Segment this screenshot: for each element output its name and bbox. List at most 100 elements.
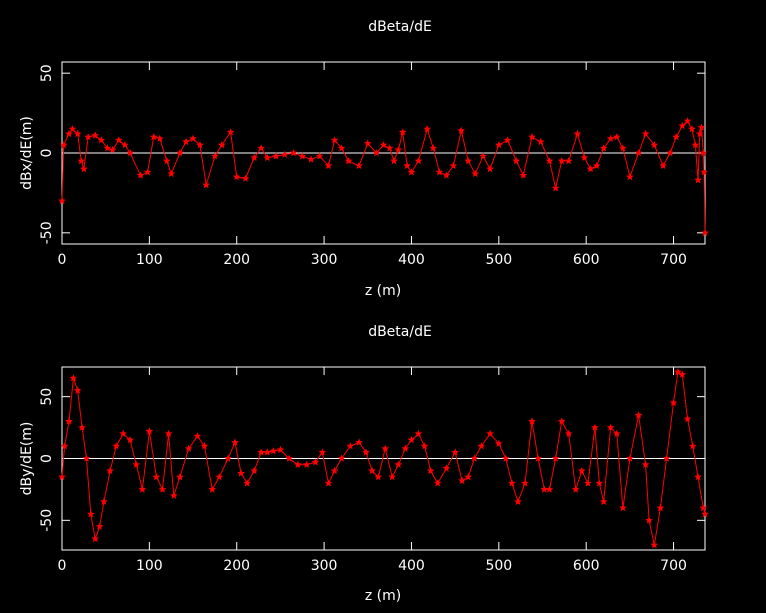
data-point bbox=[407, 436, 416, 444]
data-point bbox=[58, 473, 66, 481]
data-point bbox=[224, 454, 232, 462]
data-point bbox=[126, 149, 134, 157]
data-point bbox=[528, 133, 536, 141]
x-tick-label: 200 bbox=[223, 558, 250, 574]
y-tick-label: 0 bbox=[39, 454, 55, 463]
data-point bbox=[599, 144, 608, 152]
data-point bbox=[678, 121, 687, 130]
data-point bbox=[263, 153, 272, 161]
data-point bbox=[77, 157, 85, 165]
data-point bbox=[241, 174, 250, 182]
data-point bbox=[606, 134, 615, 142]
data-point bbox=[449, 161, 458, 169]
data-point bbox=[237, 469, 245, 477]
data-point bbox=[414, 157, 423, 165]
y-axis-label: dBx/dE(m) bbox=[19, 116, 35, 190]
data-point bbox=[374, 473, 383, 481]
data-point bbox=[429, 144, 438, 152]
data-point bbox=[403, 161, 411, 169]
data-point bbox=[557, 157, 566, 165]
data-point bbox=[696, 129, 704, 138]
data-point bbox=[442, 464, 451, 472]
data-point bbox=[202, 180, 210, 189]
data-point bbox=[423, 125, 431, 133]
data-point bbox=[578, 466, 586, 475]
data-point bbox=[486, 429, 494, 437]
data-point bbox=[394, 145, 403, 153]
data-point bbox=[514, 497, 522, 505]
data-point bbox=[688, 125, 696, 133]
data-point bbox=[551, 454, 560, 462]
x-tick-label: 700 bbox=[660, 558, 687, 574]
data-point bbox=[78, 423, 86, 431]
data-point bbox=[91, 131, 99, 139]
data-point bbox=[285, 454, 293, 462]
data-point bbox=[215, 473, 224, 481]
data-point bbox=[73, 129, 82, 138]
data-point bbox=[167, 169, 175, 177]
data-point bbox=[132, 460, 141, 468]
x-tick-label: 100 bbox=[136, 558, 163, 574]
data-point bbox=[103, 144, 112, 152]
data-point bbox=[184, 444, 193, 452]
y-axis-label: dBy/dE(m) bbox=[19, 422, 35, 496]
data-point bbox=[503, 136, 512, 144]
x-tick-label: 500 bbox=[485, 252, 512, 268]
data-point bbox=[477, 442, 486, 450]
data-point bbox=[398, 128, 407, 136]
data-point bbox=[170, 491, 178, 499]
data-point bbox=[243, 479, 251, 487]
data-point bbox=[250, 466, 258, 475]
data-point bbox=[580, 153, 589, 161]
chart-title: dBeta/dE bbox=[368, 19, 432, 35]
x-tick-label: 200 bbox=[223, 252, 250, 268]
data-point bbox=[257, 144, 265, 152]
data-point bbox=[701, 228, 709, 237]
data-point bbox=[678, 370, 687, 378]
data-point bbox=[414, 429, 423, 437]
data-point bbox=[58, 196, 66, 205]
data-point bbox=[545, 157, 554, 165]
data-point bbox=[138, 485, 147, 493]
data-point bbox=[433, 479, 442, 487]
data-point bbox=[294, 460, 302, 468]
data-point bbox=[152, 473, 161, 481]
data-point bbox=[136, 171, 145, 179]
data-point bbox=[495, 439, 503, 447]
data-point bbox=[344, 157, 353, 165]
data-point bbox=[528, 417, 536, 425]
data-point bbox=[479, 152, 487, 160]
data-point bbox=[318, 448, 327, 456]
data-point bbox=[218, 141, 226, 149]
data-point bbox=[269, 447, 278, 455]
data-point bbox=[307, 155, 315, 163]
data-point bbox=[537, 137, 545, 146]
data-point bbox=[584, 479, 592, 487]
data-point bbox=[355, 161, 363, 169]
data-point bbox=[691, 141, 700, 149]
x-tick-label: 500 bbox=[485, 558, 512, 574]
data-point bbox=[457, 126, 466, 134]
data-point bbox=[407, 168, 416, 176]
data-point bbox=[257, 448, 265, 456]
data-point bbox=[689, 442, 697, 450]
data-point bbox=[592, 161, 601, 169]
data-point bbox=[73, 386, 82, 394]
data-point bbox=[87, 510, 95, 518]
x-tick-label: 300 bbox=[311, 252, 338, 268]
data-point bbox=[586, 165, 595, 173]
data-point bbox=[298, 152, 307, 160]
data-point bbox=[694, 176, 702, 184]
data-point bbox=[557, 417, 566, 425]
data-point bbox=[699, 149, 708, 157]
data-point bbox=[82, 454, 91, 462]
data-point bbox=[115, 136, 123, 144]
data-point bbox=[324, 161, 333, 169]
data-point bbox=[158, 485, 167, 493]
data-point bbox=[385, 144, 394, 152]
data-point bbox=[650, 541, 659, 549]
data-point bbox=[486, 165, 494, 173]
data-point bbox=[95, 522, 104, 530]
x-tick-label: 400 bbox=[398, 558, 425, 574]
x-tick-label: 0 bbox=[58, 252, 67, 268]
